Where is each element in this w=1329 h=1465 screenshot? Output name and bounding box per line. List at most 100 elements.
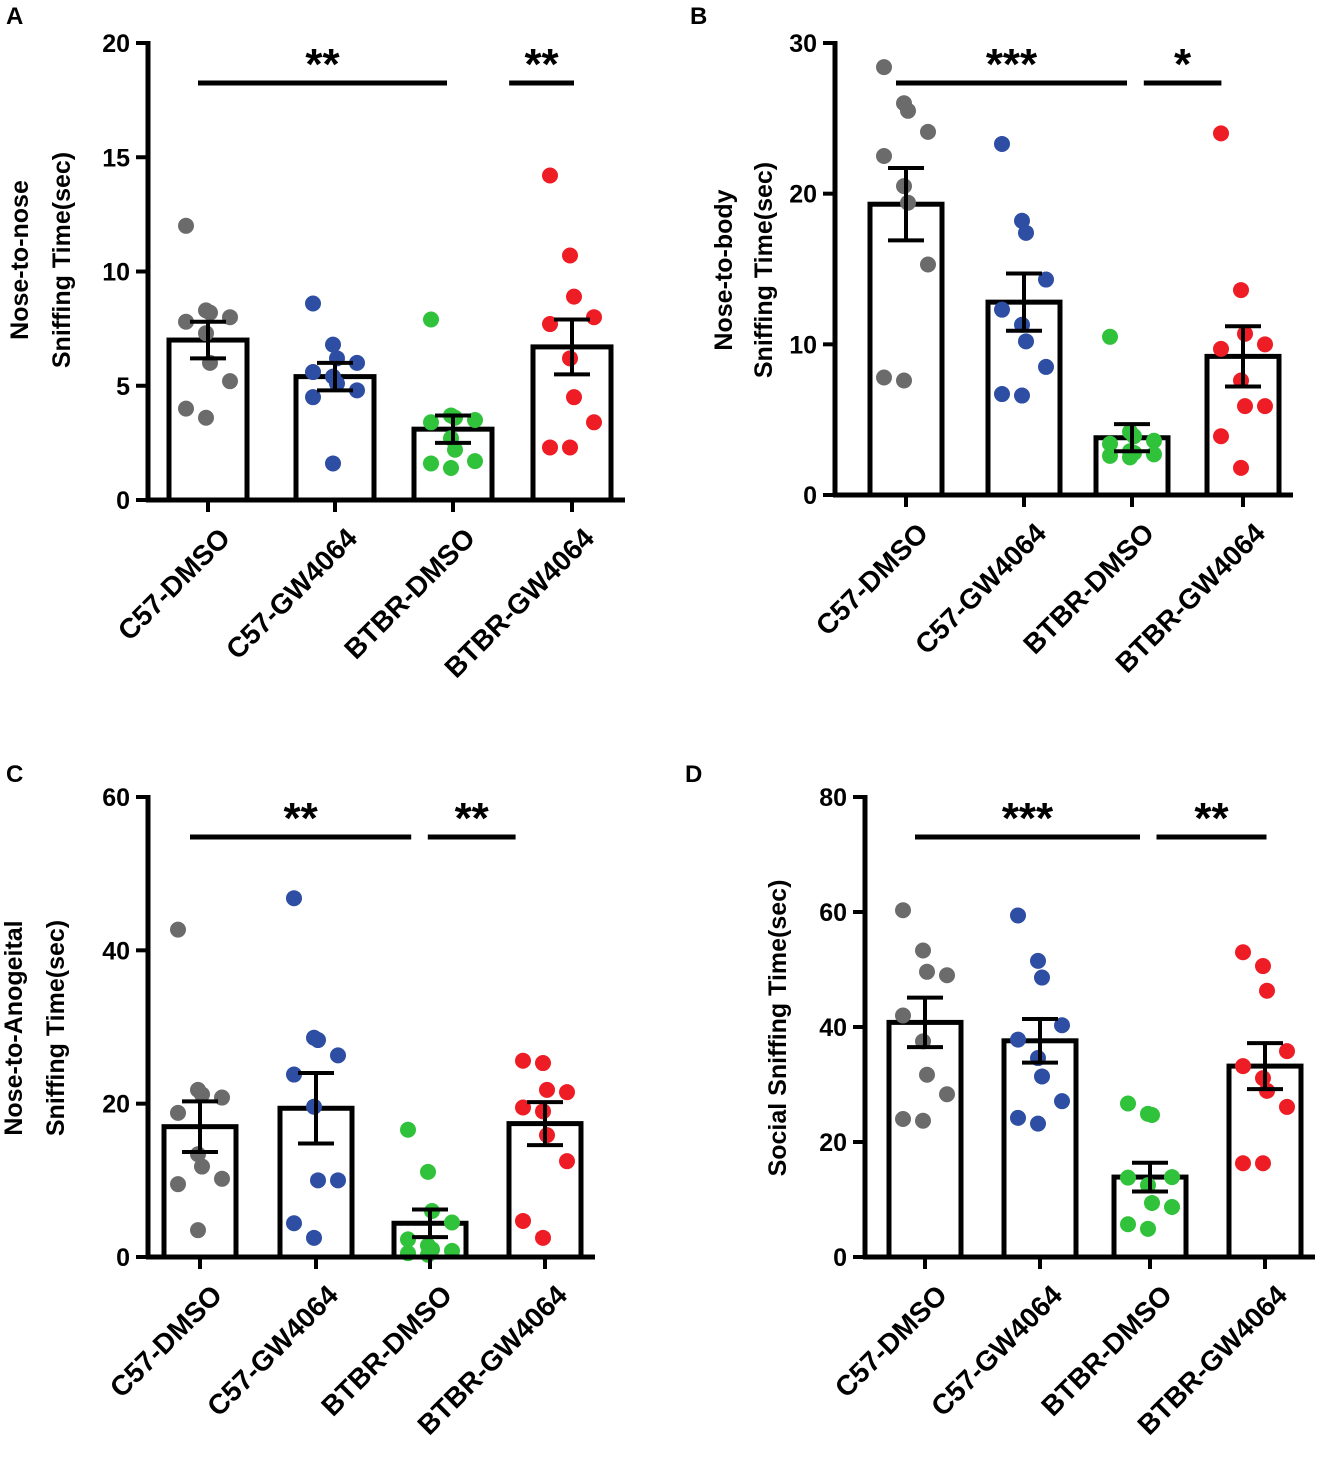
y-axis-label: Sniffing Time(sec): [48, 152, 76, 368]
data-point: [1102, 435, 1118, 452]
data-point: [1038, 271, 1054, 288]
data-point: [566, 288, 582, 305]
data-point: [1120, 1169, 1136, 1186]
x-category-label: C57-DMSO: [104, 1279, 228, 1403]
panel-letter: C: [6, 761, 23, 788]
data-point: [559, 1153, 575, 1170]
data-point: [920, 123, 936, 140]
data-point: [994, 135, 1010, 152]
y-axis-label: Sniffing Time(sec): [750, 162, 778, 378]
data-point: [562, 439, 578, 456]
data-point: [515, 1052, 531, 1069]
data-point: [1120, 1095, 1136, 1112]
data-point: [349, 382, 365, 399]
data-point: [214, 1170, 230, 1187]
data-point: [467, 453, 483, 470]
data-point: [895, 1111, 911, 1127]
data-point: [895, 902, 911, 919]
data-point: [1213, 428, 1229, 445]
data-point: [305, 389, 321, 406]
data-point: [194, 1158, 210, 1175]
data-point: [586, 414, 602, 431]
y-tick-label: 10: [102, 259, 130, 287]
data-point: [994, 301, 1010, 318]
data-point: [1255, 958, 1271, 975]
data-point: [222, 373, 238, 390]
panel-d: D020406080C57-DMSOC57-GW4064BTBR-DMSOBTB…: [685, 761, 1315, 1441]
data-point: [447, 441, 463, 458]
data-point: [994, 386, 1010, 403]
data-point: [1140, 1220, 1156, 1237]
data-point: [876, 148, 892, 164]
panel-b: B0102030C57-DMSOC57-GW4064BTBR-DMSOBTBR-…: [690, 3, 1293, 679]
significance-label: **: [455, 794, 490, 843]
data-point: [349, 354, 365, 371]
data-point: [896, 372, 912, 389]
data-point: [198, 409, 214, 426]
data-point: [915, 1112, 931, 1129]
data-point: [1213, 340, 1229, 357]
data-point: [1235, 1058, 1251, 1075]
y-tick-label: 0: [803, 482, 817, 510]
data-point: [1010, 1109, 1026, 1126]
data-point: [566, 389, 582, 406]
data-point: [1164, 1198, 1180, 1215]
data-point: [1010, 907, 1026, 924]
data-point: [310, 1032, 326, 1049]
data-point: [420, 1163, 436, 1180]
data-point: [178, 313, 194, 330]
bar-c57-dmso: [886, 1019, 964, 1260]
data-point: [542, 439, 558, 456]
data-point: [1018, 333, 1034, 350]
data-point: [1233, 459, 1249, 476]
data-point: [876, 369, 892, 386]
data-point: [1102, 328, 1118, 345]
data-point: [1034, 1068, 1050, 1085]
y-tick-label: 20: [102, 30, 130, 58]
data-point: [915, 942, 931, 959]
data-point: [325, 336, 341, 353]
data-point: [939, 967, 955, 984]
y-tick-label: 10: [789, 331, 817, 359]
y-tick-label: 15: [102, 144, 130, 172]
y-tick-label: 60: [102, 784, 130, 812]
data-point: [939, 1086, 955, 1103]
data-point: [325, 455, 341, 472]
y-axis-label: Social Sniffing Time(sec): [764, 880, 792, 1177]
bar-c57-gw4064: [1001, 1038, 1079, 1260]
y-tick-label: 40: [819, 1014, 847, 1042]
data-point: [305, 295, 321, 312]
data-point: [190, 1222, 206, 1239]
data-point: [876, 59, 892, 76]
significance-label: **: [1194, 794, 1229, 843]
data-point: [423, 311, 439, 328]
data-point: [900, 102, 916, 119]
y-tick-label: 0: [833, 1244, 847, 1272]
y-tick-label: 20: [819, 1129, 847, 1157]
data-point: [178, 400, 194, 417]
significance-label: *: [1174, 40, 1192, 89]
data-point: [423, 455, 439, 472]
data-point: [305, 364, 321, 381]
data-point: [562, 247, 578, 264]
data-point: [1279, 1098, 1295, 1115]
y-tick-label: 0: [116, 487, 130, 515]
significance-label: ***: [1002, 794, 1054, 843]
data-point: [1144, 1106, 1160, 1123]
data-point: [286, 1066, 302, 1083]
panel-letter: B: [690, 3, 707, 30]
x-category-label: C57-DMSO: [810, 517, 934, 641]
y-tick-label: 80: [819, 784, 847, 812]
significance-label: **: [524, 40, 559, 89]
panel-c: C0204060C57-DMSOC57-GW4064BTBR-DMSOBTBR-…: [0, 761, 595, 1441]
x-category-label: C57-DMSO: [829, 1279, 953, 1403]
data-point: [1030, 952, 1046, 969]
data-point: [1014, 387, 1030, 404]
data-point: [1233, 282, 1249, 299]
data-point: [423, 414, 439, 431]
data-point: [1038, 358, 1054, 375]
data-point: [542, 167, 558, 184]
significance-label: **: [305, 40, 340, 89]
data-point: [1279, 1043, 1295, 1060]
